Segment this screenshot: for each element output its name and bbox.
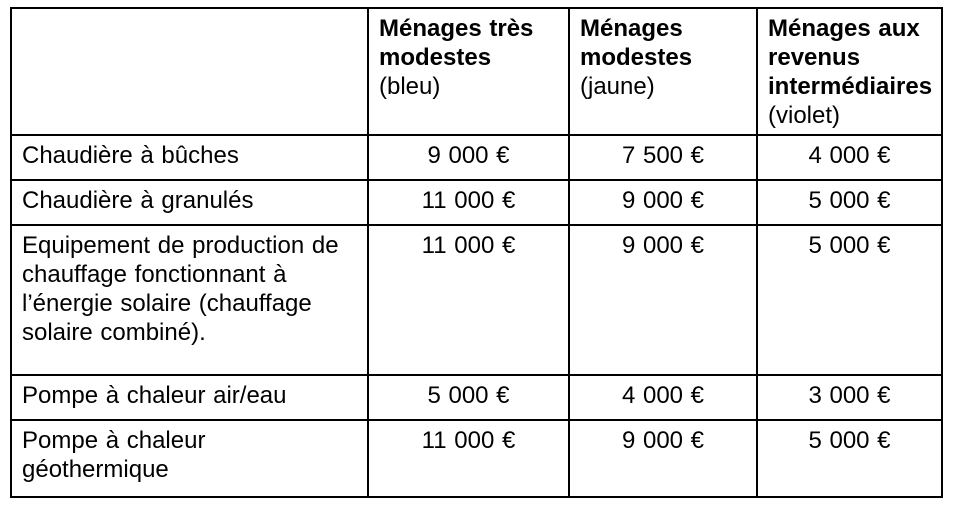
amount-cell: 5 000 € [756, 419, 943, 498]
col-header-revenus-intermediaires: Ménages aux revenus intermédiaires (viol… [756, 7, 943, 136]
amount-cell: 9 000 € [568, 419, 758, 498]
col-header-tres-modestes: Ménages très modestes (bleu) [367, 7, 570, 136]
corner-empty-cell [10, 7, 369, 136]
amount-cell: 4 000 € [568, 374, 758, 421]
header-row: Ménages très modestes (bleu) Ménages mod… [10, 7, 943, 136]
amount-cell: 3 000 € [756, 374, 943, 421]
table-row-chauffage-solaire: Equipement de production de chauffage fo… [10, 224, 943, 376]
table-row-pac-air-eau: Pompe à chaleur air/eau 5 000 € 4 000 € … [10, 374, 943, 421]
table-row-chaudiere-buches: Chaudière à bûches 9 000 € 7 500 € 4 000… [10, 134, 943, 181]
row-label: Equipement de production de chauffage fo… [10, 224, 369, 376]
row-label: Pompe à chaleur air/eau [10, 374, 369, 421]
col-header-modestes-title: Ménages modestes [580, 15, 693, 71]
amount-cell: 11 000 € [367, 419, 570, 498]
amount-cell: 5 000 € [367, 374, 570, 421]
col-header-modestes-color: (jaune) [580, 73, 655, 100]
amount-cell: 9 000 € [367, 134, 570, 181]
row-label: Chaudière à granulés [10, 179, 369, 226]
col-header-tres-modestes-color: (bleu) [379, 73, 441, 100]
amount-cell: 7 500 € [568, 134, 758, 181]
row-label: Pompe à chaleur géothermique [10, 419, 369, 498]
amount-cell: 5 000 € [756, 224, 943, 376]
amount-cell: 9 000 € [568, 179, 758, 226]
col-header-revenus-intermediaires-title: Ménages aux revenus intermédiaires [768, 15, 933, 100]
row-label: Chaudière à bûches [10, 134, 369, 181]
amount-cell: 9 000 € [568, 224, 758, 376]
amount-cell: 4 000 € [756, 134, 943, 181]
col-header-tres-modestes-title: Ménages très modestes [379, 15, 534, 71]
col-header-revenus-intermediaires-color: (violet) [768, 102, 841, 129]
amount-cell: 11 000 € [367, 179, 570, 226]
amount-cell: 5 000 € [756, 179, 943, 226]
table-row-chaudiere-granules: Chaudière à granulés 11 000 € 9 000 € 5 … [10, 179, 943, 226]
amount-cell: 11 000 € [367, 224, 570, 376]
col-header-modestes: Ménages modestes (jaune) [568, 7, 758, 136]
table-row-pac-geothermique: Pompe à chaleur géothermique 11 000 € 9 … [10, 419, 943, 498]
aid-amounts-table: Ménages très modestes (bleu) Ménages mod… [10, 7, 943, 498]
